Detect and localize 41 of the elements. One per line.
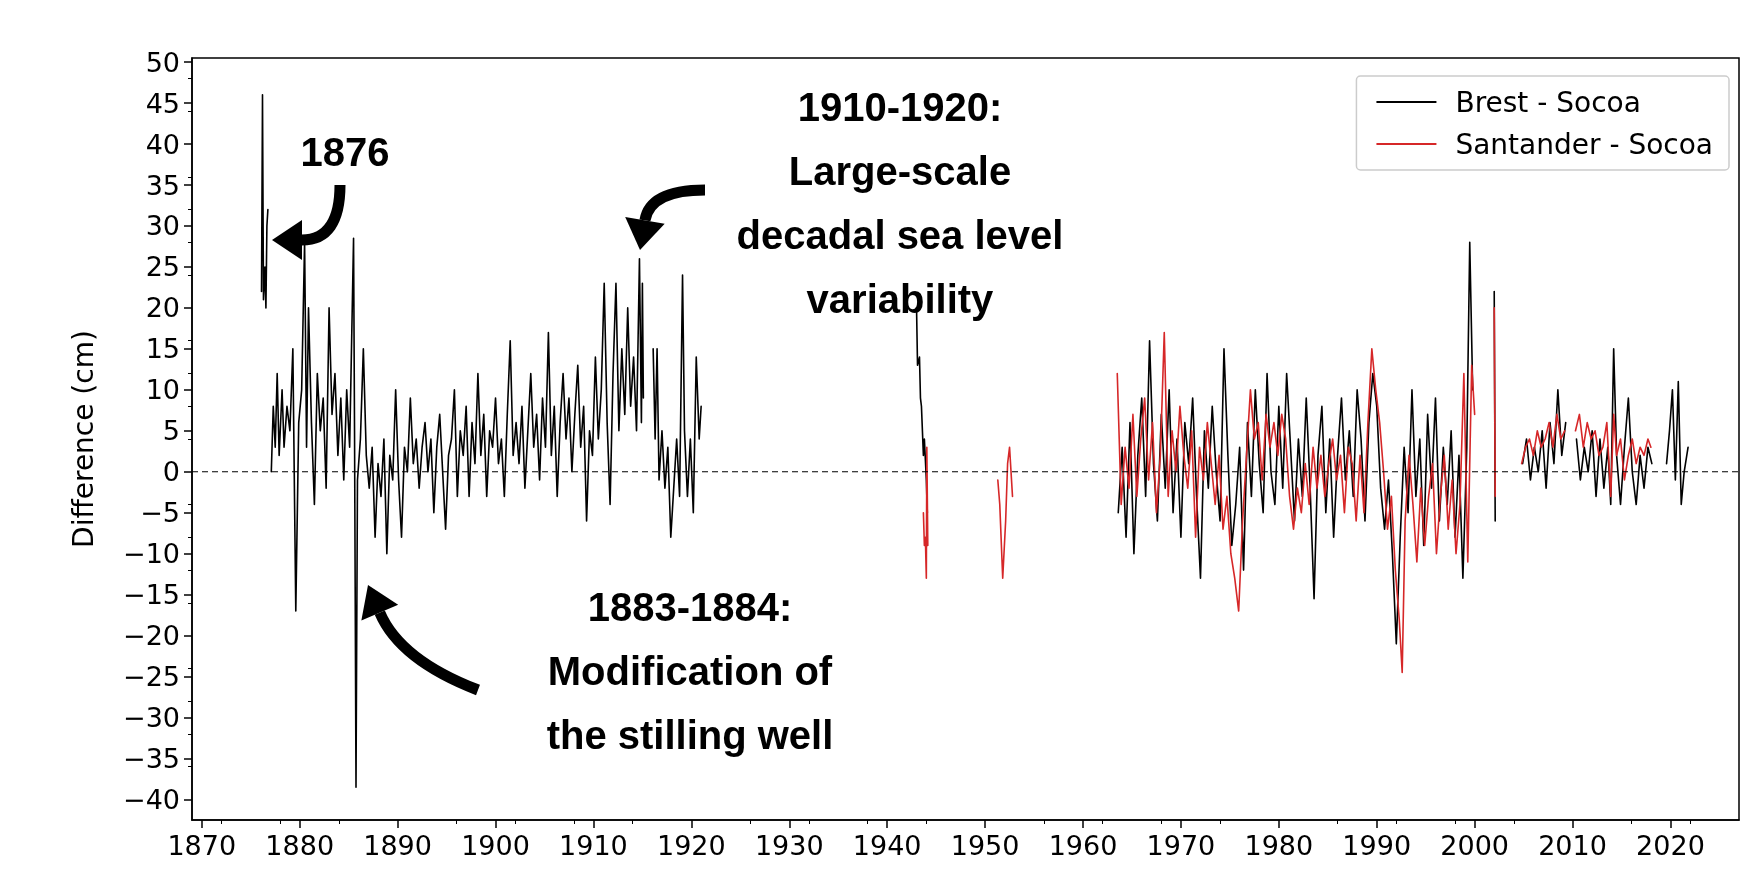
y-tick-label: −5	[140, 497, 180, 529]
y-tick-label: 45	[145, 87, 180, 119]
y-tick-label: 30	[145, 210, 180, 242]
x-tick-label: 1950	[950, 830, 1020, 861]
y-tick-label: −35	[123, 743, 180, 775]
x-tick-label: 2010	[1538, 830, 1607, 861]
y-tick-label: −25	[123, 661, 180, 693]
x-tick-label: 1910	[559, 830, 628, 861]
x-tick-label: 1870	[167, 830, 237, 861]
x-tick-label: 1920	[656, 830, 726, 861]
x-tick-label: 1890	[363, 830, 432, 861]
x-tick-label: 1970	[1146, 830, 1216, 861]
x-tick-label: 1900	[461, 830, 530, 861]
x-tick-label: 1960	[1048, 830, 1118, 861]
y-axis-title: Difference (cm)	[66, 330, 100, 548]
y-tick-label: 5	[162, 415, 180, 447]
y-tick-label: 40	[145, 128, 180, 160]
x-tick-label: 2020	[1636, 830, 1705, 861]
x-tick-label: 1940	[852, 830, 922, 861]
annotation: 1876	[299, 129, 391, 176]
x-tick-label: 1980	[1244, 830, 1314, 861]
y-tick-label: −40	[123, 784, 180, 816]
y-tick-label: −15	[123, 579, 180, 611]
x-tick-label: 1990	[1342, 830, 1412, 861]
y-tick-label: 0	[162, 456, 180, 488]
x-tick-label: 1930	[754, 830, 824, 861]
y-tick-label: 10	[145, 374, 180, 406]
y-tick-label: 15	[145, 333, 180, 365]
y-tick-label: −10	[123, 538, 180, 570]
x-tick-label: 2000	[1440, 830, 1509, 861]
y-tick-label: −30	[123, 702, 180, 734]
y-tick-label: 20	[145, 292, 180, 324]
x-tick-label: 1880	[265, 830, 335, 861]
y-tick-label: 35	[145, 169, 180, 201]
y-tick-label: −20	[123, 620, 180, 652]
y-tick-label: 25	[145, 251, 180, 283]
legend-label: Brest - Socoa	[1455, 85, 1641, 119]
annotation: 1910-1920: Large-scale decadal sea level variability	[735, 84, 1065, 323]
y-tick-label: 50	[145, 46, 180, 78]
annotation: 1883-1884: Modification of the stilling well	[545, 584, 835, 759]
legend-label: Santander - Socoa	[1455, 127, 1714, 161]
